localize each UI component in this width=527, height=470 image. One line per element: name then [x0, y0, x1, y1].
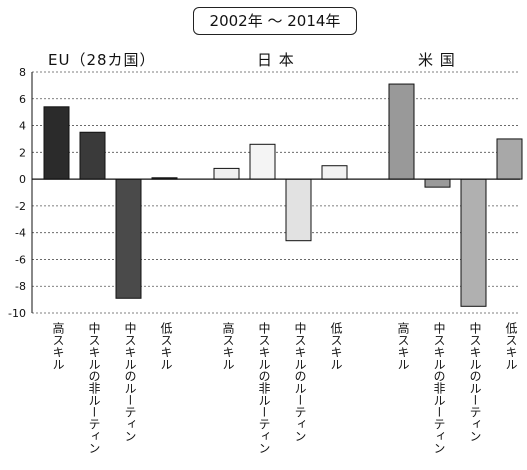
- bar-1-1: [249, 143, 276, 180]
- category-label: 低スキル: [159, 322, 173, 370]
- y-tick-label: -2: [15, 200, 26, 213]
- category-label: 低スキル: [504, 322, 518, 370]
- category-label: 中スキルのルーティン: [293, 322, 307, 442]
- y-tick-label: -8: [15, 280, 26, 293]
- category-label: 高スキル: [221, 322, 235, 370]
- category-label: 中スキルの非ルーティン: [257, 322, 271, 454]
- category-label: 中スキルの非ルーティン: [87, 322, 101, 454]
- gridlines: [32, 71, 520, 314]
- category-label: 中スキルの非ルーティン: [432, 322, 446, 454]
- y-tick-label: -4: [15, 227, 26, 240]
- bar-1-2: [285, 178, 312, 242]
- bar-2-1: [424, 178, 451, 188]
- y-tick-label: 0: [19, 173, 26, 186]
- bar-0-0: [43, 106, 70, 180]
- category-label: 高スキル: [396, 322, 410, 370]
- category-label: 高スキル: [51, 322, 65, 370]
- bars: [43, 83, 523, 307]
- bar-2-2: [460, 178, 487, 307]
- y-tick-label: -10: [8, 307, 26, 320]
- group-label-japan: 日 本: [257, 51, 295, 69]
- y-tick-label: 2: [19, 146, 26, 159]
- bar-0-2: [115, 178, 142, 299]
- y-axis-ticks: 8 6 4 2 0 -2 -4 -6 -8 -10: [8, 66, 26, 320]
- group-label-us: 米 国: [418, 51, 456, 69]
- y-tick-label: 8: [19, 66, 26, 79]
- chart-title: 2002年 ～ 2014年: [193, 7, 357, 35]
- category-label: 中スキルのルーティン: [123, 322, 137, 442]
- bar-1-3: [321, 165, 348, 180]
- group-label-eu: EU（28カ国）: [48, 51, 156, 69]
- bar-2-3: [496, 138, 523, 180]
- bar-0-1: [79, 131, 106, 180]
- y-tick-label: 6: [19, 93, 26, 106]
- axes: [31, 72, 520, 313]
- bar-1-0: [213, 167, 240, 180]
- y-tick-label: -6: [15, 253, 26, 266]
- category-label: 低スキル: [329, 322, 343, 370]
- category-label: 中スキルのルーティン: [468, 322, 482, 442]
- bar-2-0: [388, 83, 415, 180]
- y-tick-label: 4: [19, 120, 26, 133]
